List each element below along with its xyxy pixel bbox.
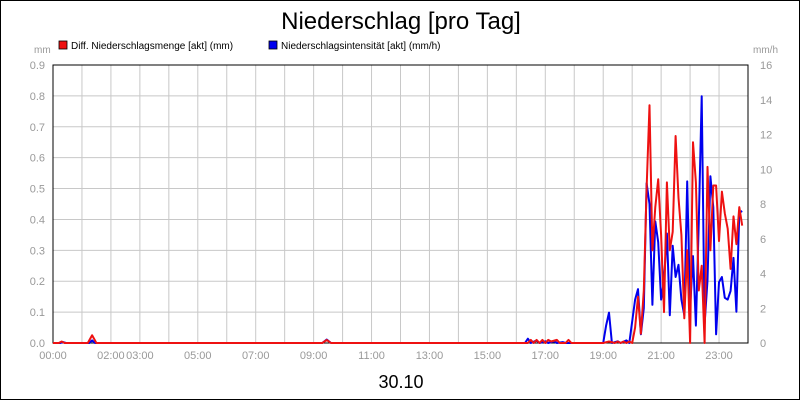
x-tick-label: 02:00 <box>97 350 125 362</box>
left-tick-label: 0.5 <box>30 184 45 196</box>
right-tick-label: 14 <box>760 95 772 107</box>
series-line-diff-niederschlagsmenge <box>53 104 744 344</box>
legend-label-niederschlagsintensitaet: Niederschlagsintensität [akt] (mm/h) <box>281 41 441 52</box>
right-tick-label: 8 <box>760 199 766 211</box>
right-tick-label: 6 <box>760 234 766 246</box>
x-tick-label: 00:00 <box>39 350 67 362</box>
legend: Diff. Niederschlagsmenge [akt] (mm) Nied… <box>58 40 441 52</box>
left-tick-label: 0.4 <box>30 214 45 226</box>
x-tick-label: 05:00 <box>184 350 212 362</box>
right-tick-label: 0 <box>760 338 766 350</box>
left-tick-label: 0.7 <box>30 122 45 134</box>
x-tick-label: 07:00 <box>242 350 270 362</box>
x-tick-label: 21:00 <box>647 350 675 362</box>
x-tick-label: 23:00 <box>705 350 733 362</box>
series-layer <box>53 95 744 344</box>
x-tick-label: 03:00 <box>126 350 154 362</box>
right-tick-label: 16 <box>760 60 772 72</box>
right-axis-unit: mm/h <box>753 45 778 56</box>
right-axis-ticks: 0 2 4 6 8 10 12 14 16 <box>760 60 772 350</box>
left-tick-label: 0.6 <box>30 153 45 165</box>
left-tick-label: 0.9 <box>30 60 45 72</box>
left-tick-label: 0.0 <box>30 338 45 350</box>
x-tick-label: 11:00 <box>358 350 385 362</box>
x-tick-label: 09:00 <box>300 350 328 362</box>
right-tick-label: 4 <box>760 269 766 281</box>
x-axis-ticks: 00:00 02:00 03:00 05:00 07:00 09:00 11:00 13:00… <box>39 350 733 362</box>
x-tick-label: 19:00 <box>589 350 617 362</box>
left-axis-unit: mm <box>34 45 51 56</box>
x-tick-label: 13:00 <box>416 350 444 362</box>
right-tick-label: 10 <box>760 164 772 176</box>
chart-title: Niederschlag [pro Tag] <box>281 8 521 35</box>
legend-swatch-diff-niederschlagsmenge <box>58 40 68 50</box>
right-tick-label: 12 <box>760 130 772 142</box>
x-axis-label: 30.10 <box>378 372 423 392</box>
legend-swatch-niederschlagsintensitaet <box>268 40 278 50</box>
right-tick-label: 2 <box>760 303 766 315</box>
left-tick-label: 0.2 <box>30 276 45 288</box>
left-axis-ticks: 0.0 0.1 0.2 0.3 0.4 0.5 0.6 0.7 0.8 0.9 <box>30 60 45 350</box>
left-tick-label: 0.8 <box>30 91 45 103</box>
left-tick-label: 0.1 <box>30 307 45 319</box>
x-tick-label: 17:00 <box>532 350 560 362</box>
legend-label-diff-niederschlagsmenge: Diff. Niederschlagsmenge [akt] (mm) <box>71 41 233 52</box>
left-tick-label: 0.3 <box>30 245 45 257</box>
x-tick-label: 15:00 <box>474 350 502 362</box>
